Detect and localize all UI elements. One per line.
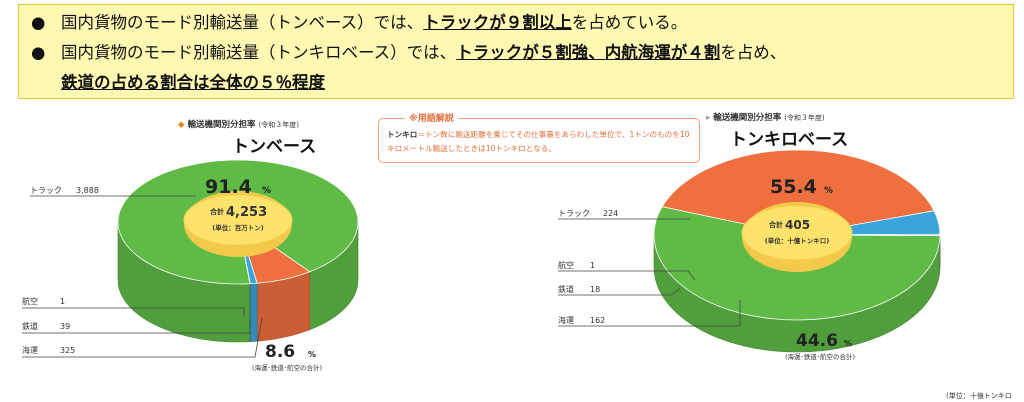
leader-line bbox=[558, 287, 681, 296]
leader-line bbox=[22, 317, 263, 358]
major-pct: 55.4 bbox=[770, 176, 817, 198]
slice-label-name: 航空 bbox=[22, 296, 38, 306]
bullet-icon: ● bbox=[31, 43, 46, 62]
minor-note: (海運･鉄道･航空の合計) bbox=[252, 363, 322, 372]
slice-label-name: トラック bbox=[558, 209, 590, 218]
glossary-box: ※用語解説 トンキロ＝トン数に輸送距離を乗じてその仕事量をあらわした単位で、1ト… bbox=[378, 111, 700, 163]
slice-label-name: トラック bbox=[30, 186, 62, 195]
pie-side-鉄道 bbox=[249, 282, 258, 342]
summary-line-2: ● 国内貨物のモード別輸送量（トンキロベース）では、トラックが５割強、内航海運が４… bbox=[31, 43, 787, 62]
slice-label-value: 3,888 bbox=[76, 186, 99, 195]
pie-slice-海運 bbox=[661, 149, 935, 236]
leader-line bbox=[558, 300, 741, 327]
minor-pct: 8.6 bbox=[265, 342, 295, 362]
total-value: 405 bbox=[785, 218, 810, 232]
slice-label-value: 1 bbox=[590, 261, 595, 270]
unit-note: (単位：十億トンキロ bbox=[946, 392, 1012, 400]
major-pct-sign: % bbox=[262, 186, 271, 196]
total-label: 合計 bbox=[768, 220, 783, 229]
slice-label-name: 海運 bbox=[558, 315, 574, 325]
unit-label: (単位：十億トンキロ) bbox=[765, 236, 829, 245]
unit-label: (単位：百万トン) bbox=[212, 223, 263, 232]
slice-label-name: 鉄道 bbox=[22, 321, 38, 331]
glossary-title: ※用語解説 bbox=[405, 111, 458, 124]
slice-label-name: 鉄道 bbox=[558, 284, 574, 294]
chart-title-ton: トンベース bbox=[232, 137, 317, 157]
emphasis-text: 鉄道の占める割合は全体の５％程度 bbox=[61, 73, 325, 92]
leader-line bbox=[22, 307, 245, 316]
leader-line bbox=[558, 270, 696, 281]
glossary-body: トンキロ＝トン数に輸送距離を乗じてその仕事量をあらわした単位で、1トンのものを1… bbox=[387, 130, 690, 153]
minor-note: (海運･鉄道･航空の合計) bbox=[785, 352, 855, 361]
triangle-icon: ▸ bbox=[706, 113, 711, 123]
slice-label-name: 海運 bbox=[22, 345, 38, 355]
slice-label-value: 325 bbox=[60, 346, 75, 355]
slice-label-value: 1 bbox=[60, 297, 65, 306]
pie-slice-航空 bbox=[796, 233, 941, 236]
total-value: 4,253 bbox=[226, 205, 267, 220]
emphasis-text: トラックが５割強、内航海運が４割 bbox=[456, 43, 721, 62]
minor-pct-sign: % bbox=[844, 339, 852, 348]
minor-pct-sign: % bbox=[308, 350, 316, 359]
major-pct: 91.4 bbox=[205, 176, 252, 198]
leader-line bbox=[22, 318, 251, 334]
summary-line-1: ● 国内貨物のモード別輸送量（トンベース）では、トラックが９割以上を占めている。 bbox=[31, 13, 688, 32]
center-disc bbox=[183, 194, 293, 246]
diamond-icon: ◆ bbox=[178, 120, 185, 130]
bullet-icon: ● bbox=[31, 13, 46, 32]
major-pct-sign: % bbox=[824, 186, 833, 196]
chart-header-ton: ◆ 輸送機関別分担率 (令和３年度) bbox=[178, 120, 299, 130]
slice-label-value: 162 bbox=[590, 316, 605, 325]
slice-label-value: 224 bbox=[603, 209, 618, 218]
summary-line-3: 鉄道の占める割合は全体の５％程度 bbox=[61, 72, 325, 94]
emphasis-text: トラックが９割以上 bbox=[423, 13, 572, 32]
chart-header-tonkm: ▸ 輸送機関別分担率 (令和３年度) bbox=[706, 113, 825, 123]
minor-pct: 44.6 bbox=[796, 331, 838, 351]
center-disc bbox=[741, 205, 853, 261]
chart-title-tonkm: トンキロベース bbox=[730, 130, 849, 150]
summary-box: ● 国内貨物のモード別輸送量（トンベース）では、トラックが９割以上を占めている。 … bbox=[18, 4, 1014, 99]
slice-label-value: 18 bbox=[590, 285, 600, 294]
slice-label-value: 39 bbox=[60, 322, 70, 331]
total-label: 合計 bbox=[209, 207, 224, 216]
slice-label-name: 航空 bbox=[558, 260, 574, 270]
